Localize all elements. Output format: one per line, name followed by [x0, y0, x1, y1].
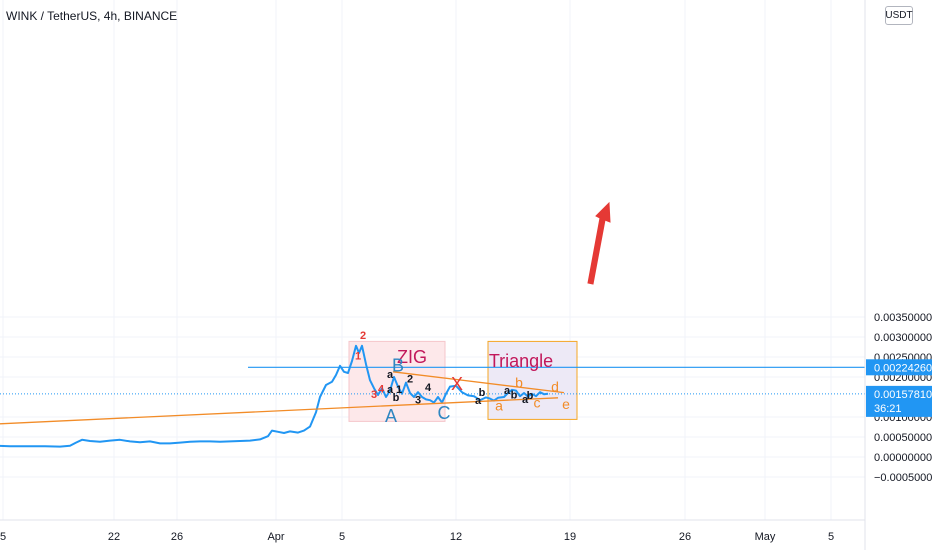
price-axis[interactable]: 0.003500000.003000000.002500000.00200000…	[864, 0, 932, 550]
currency-button[interactable]: USDT	[885, 6, 913, 25]
price-tick-label: 0.00000000	[874, 452, 932, 464]
wave-label: B	[392, 355, 404, 375]
level-price-text: 0.00224260	[874, 362, 932, 374]
wave-label: a	[475, 395, 482, 407]
lower-trendline[interactable]	[0, 397, 559, 425]
wave-label: 2	[360, 330, 366, 342]
wave-label: b	[515, 375, 523, 391]
level-price-tag	[866, 359, 932, 376]
wave-label: a	[495, 398, 503, 414]
wave-label: a	[504, 385, 511, 397]
chart-drawings-background	[0, 340, 865, 422]
wave-label: 2	[407, 374, 413, 386]
time-tick-label: 26	[679, 531, 691, 543]
wave-label: a	[387, 384, 394, 396]
wave-label: 3	[415, 395, 421, 407]
wave-label: a	[522, 394, 529, 406]
price-tick-label: 0.00050000	[874, 432, 932, 444]
chart-drawings-foreground: ZIG Triangle	[0, 201, 611, 425]
time-tick-label: 5	[0, 531, 6, 543]
wave-label: b	[527, 390, 534, 402]
time-tick-label: 26	[171, 531, 183, 543]
upper-trendline[interactable]	[392, 371, 565, 394]
price-tick-label: −0.00050000	[874, 472, 932, 484]
wave-label: b	[393, 392, 400, 404]
time-tick-label: Apr	[267, 531, 284, 543]
price-tick-label: 0.00300000	[874, 332, 932, 344]
time-tick-label: 22	[108, 531, 120, 543]
time-tick-label: 5	[828, 531, 834, 543]
time-axis[interactable]: 5 22 26 Apr 5 12 19 26 May 5	[0, 519, 865, 543]
last-price-tag	[866, 385, 932, 417]
time-tick-label: 5	[339, 531, 345, 543]
wave-label: 1	[355, 351, 361, 363]
wave-label: 1	[396, 384, 402, 396]
symbol-title: WINK / TetherUS, 4h, BINANCE	[6, 9, 178, 23]
wave-label: b	[511, 390, 518, 402]
wave-label: d	[551, 379, 559, 395]
wave-label: 4	[378, 384, 385, 396]
triangle-label: Triangle	[489, 351, 553, 371]
price-tick-label: 0.00350000	[874, 312, 932, 324]
wave-label: b	[479, 387, 486, 399]
time-tick-label: 12	[450, 531, 462, 543]
up-arrow	[587, 201, 611, 285]
zig-label: ZIG	[397, 347, 427, 367]
wave-label: 3	[371, 389, 377, 401]
triangle-box[interactable]	[487, 340, 578, 420]
price-line	[0, 344, 549, 448]
wave-label: c	[534, 395, 541, 411]
time-tick-label: May	[755, 531, 776, 543]
last-price-text: 0.00157810	[874, 389, 932, 401]
countdown-text: 36:21	[874, 403, 902, 415]
wave-label: A	[385, 406, 397, 426]
wave-label: 4	[425, 382, 432, 394]
time-tick-label: 19	[564, 531, 576, 543]
price-series	[0, 344, 549, 448]
wave-label: e	[562, 396, 570, 412]
wave-label: X	[451, 374, 463, 394]
wave-label: a	[387, 369, 394, 381]
zig-box[interactable]	[348, 340, 446, 422]
wave-label: C	[438, 403, 451, 423]
